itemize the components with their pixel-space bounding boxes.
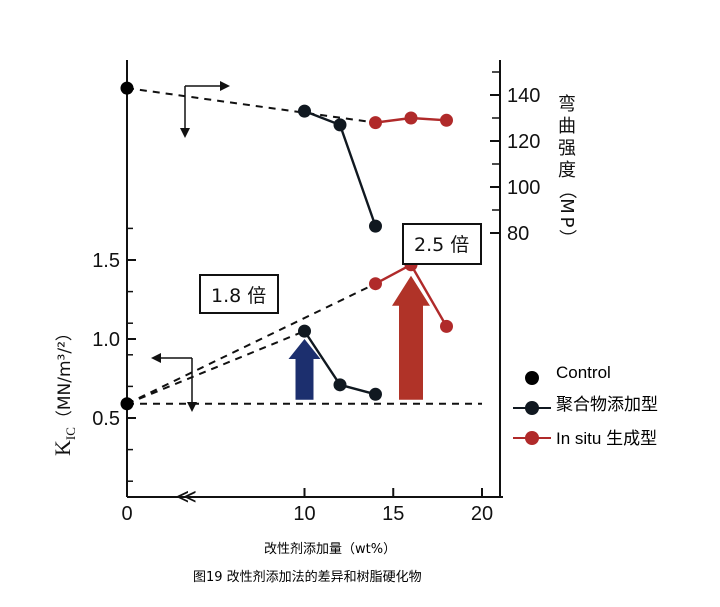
ratio-arrows bbox=[288, 275, 430, 400]
data-point bbox=[120, 397, 134, 411]
y-right-label-char: 曲 bbox=[558, 116, 576, 137]
data-point bbox=[369, 116, 382, 130]
data-point bbox=[120, 81, 134, 95]
x-tick-label: 10 bbox=[293, 503, 315, 525]
y-right-label-char: 弯 bbox=[558, 94, 576, 115]
data-point bbox=[404, 111, 418, 125]
x-tick-label: 0 bbox=[121, 503, 132, 525]
y-label-sub: IC bbox=[63, 427, 78, 440]
svg-text:KIC（MN/m³/²）: KIC（MN/m³/²） bbox=[50, 324, 78, 456]
right-axis-indicator bbox=[180, 81, 230, 138]
ratio-box-right-text: 2.5 倍 bbox=[414, 234, 469, 256]
dashed-line bbox=[126, 87, 376, 124]
x-axis-break: ≪ bbox=[176, 486, 197, 508]
dashed-lines bbox=[126, 87, 482, 405]
y-left-tick-label: 1.0 bbox=[92, 329, 120, 351]
x-tick-label: 20 bbox=[471, 503, 493, 525]
data-point bbox=[333, 378, 347, 392]
ratio-box-right: 2.5 倍 bbox=[402, 223, 482, 265]
dashed-line bbox=[126, 330, 305, 405]
ratio-box-left-text: 1.8 倍 bbox=[211, 285, 266, 307]
data-point bbox=[298, 104, 311, 118]
y-right-label-char: M bbox=[556, 198, 577, 214]
y-right-label-char: ） bbox=[556, 229, 577, 247]
dashed-line bbox=[126, 282, 376, 405]
ratio-box-left: 1.8 倍 bbox=[199, 274, 279, 314]
y-left-tick-label: 0.5 bbox=[92, 408, 120, 430]
y-label-unit: （MN/m³/²） bbox=[55, 324, 75, 427]
y-right-label-char: 强 bbox=[558, 138, 576, 159]
legend-item-insitu: In situ 生成型 bbox=[513, 429, 657, 448]
x-axis-label: 改性剂添加量（wt%） bbox=[264, 542, 396, 557]
data-point bbox=[369, 277, 382, 291]
y-right-tick-label: 100 bbox=[507, 177, 540, 199]
left-axis-indicator bbox=[151, 353, 197, 412]
legend-item-polymer: 聚合物添加型 bbox=[513, 395, 658, 415]
data-point bbox=[369, 219, 382, 233]
y-right-label-char: （ bbox=[556, 181, 577, 199]
data-point bbox=[440, 319, 453, 333]
polymer-increase-arrow bbox=[288, 339, 321, 400]
legend-label-control: Control bbox=[556, 363, 611, 382]
data-point bbox=[369, 387, 382, 401]
data-point bbox=[440, 113, 453, 127]
y-label-k: K bbox=[50, 440, 75, 456]
legend-label-insitu: In situ 生成型 bbox=[556, 429, 657, 448]
figure-caption: 图19 改性剂添加法的差异和树脂硬化物 bbox=[193, 569, 422, 585]
y-right-tick-label: 120 bbox=[507, 131, 540, 153]
y-axis-label-left: KIC（MN/m³/²） bbox=[50, 324, 78, 456]
y-right-tick-label: 80 bbox=[507, 223, 529, 245]
data-point bbox=[298, 324, 311, 338]
y-left-tick-label: 1.5 bbox=[92, 250, 120, 272]
x-tick-label: 15 bbox=[382, 503, 404, 525]
legend: Control 聚合物添加型 In situ 生成型 bbox=[513, 363, 658, 448]
legend-item-control: Control bbox=[525, 363, 611, 385]
legend-label-polymer: 聚合物添加型 bbox=[556, 395, 658, 414]
y-right-label-char: P bbox=[556, 217, 577, 228]
data-point bbox=[333, 118, 347, 132]
axis-ticks: 0 10 15 20 0.5 1.0 1.5 80 100 120 140 bbox=[92, 71, 540, 525]
insitu-increase-arrow bbox=[392, 275, 430, 400]
y-right-label-char: 度 bbox=[558, 160, 576, 181]
y-right-tick-label: 140 bbox=[507, 85, 540, 107]
